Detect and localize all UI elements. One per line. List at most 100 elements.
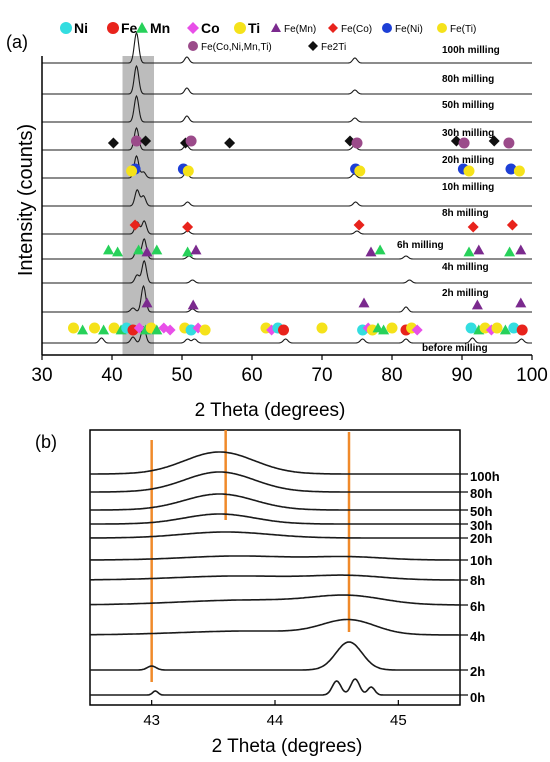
marker-before-milling-32 — [465, 322, 477, 334]
trace-50h-milling — [42, 94, 532, 123]
series-label-b-0h: 0h — [470, 690, 485, 705]
marker-30h-milling-7 — [351, 137, 363, 149]
series-label-b-8h: 8h — [470, 573, 485, 588]
marker-30h-milling-9 — [458, 137, 470, 149]
legend-fe-ni-symbol — [382, 23, 392, 33]
x-tick-label-a-100: 100 — [516, 365, 548, 386]
marker-30h-milling-1 — [107, 137, 119, 149]
series-label-8h-milling: 8h milling — [442, 208, 489, 219]
legend-mn-label: Mn — [150, 20, 170, 36]
series-label-50h-milling: 50h milling — [442, 100, 494, 111]
marker-20h-milling-7 — [463, 165, 475, 177]
x-ticks-b: 43 44 45 — [143, 700, 407, 729]
x-axis-label-a: 2 Theta (degrees) — [195, 400, 346, 421]
x-tick-label-a-90: 90 — [451, 365, 472, 386]
reference-lines-b — [150, 430, 351, 682]
legend-fe-symbol — [107, 22, 119, 34]
series-label-b-2h: 2h — [470, 664, 485, 679]
trace-b-6h — [90, 594, 460, 606]
marker-before-milling-38 — [508, 322, 520, 334]
legend-fe-co-ni-mn-ti-label: Fe(Co,Ni,Mn,Ti) — [201, 42, 272, 53]
trace-b-10h — [90, 555, 460, 561]
marker-20h-milling-5 — [354, 165, 366, 177]
marker-2h-milling-3 — [471, 299, 483, 310]
x-tick-label-a-80: 80 — [381, 365, 402, 386]
marker-before-milling-21 — [278, 324, 289, 336]
trace-100h-milling — [42, 31, 532, 64]
series-label-b-6h: 6h — [470, 599, 485, 614]
trace-10h-milling — [42, 189, 532, 207]
marker-6h-milling-8 — [374, 244, 386, 255]
x-tick-label-a-40: 40 — [101, 365, 122, 386]
marker-6h-milling-7 — [365, 246, 377, 257]
marker-6h-milling-11 — [504, 246, 516, 257]
series-label-b-20h: 20h — [470, 531, 492, 546]
legend-ni-label: Ni — [74, 20, 88, 36]
marker-before-milling-8 — [133, 322, 145, 334]
marker-before-milling-27 — [378, 324, 390, 335]
marker-before-milling-31 — [411, 324, 423, 336]
legend-fe2ti-label: Fe2Ti — [321, 42, 346, 53]
series-label-b-4h: 4h — [470, 629, 485, 644]
legend-fe-mn-label: Fe(Mn) — [284, 24, 316, 35]
legend-fe-ti-symbol — [437, 23, 447, 33]
traces-b — [89, 451, 460, 696]
trace-b-20h — [89, 531, 460, 539]
marker-before-milling-3 — [98, 324, 110, 335]
trace-b-80h — [90, 471, 460, 493]
marker-20h-milling-3 — [182, 165, 194, 177]
legend-a: Ni Fe Mn Co Ti Fe(Mn) Fe(Co) Fe(Ni) Fe(Ti) Fe(Co,… — [60, 20, 476, 53]
series-label-100h-milling: 100h milling — [442, 45, 500, 56]
series-label-b-100h: 100h — [470, 469, 500, 484]
legend-fe-label: Fe — [121, 20, 138, 36]
trace-b-0h — [90, 678, 460, 696]
x-tick-label-a-30: 30 — [31, 365, 52, 386]
marker-20h-milling-1 — [126, 165, 138, 177]
series-label-4h-milling: 4h milling — [442, 262, 489, 273]
marker-before-milling-25 — [366, 324, 378, 336]
legend-co-symbol — [187, 22, 199, 34]
series-label-6h-milling: 6h milling — [397, 240, 444, 251]
marker-before-milling-0 — [68, 322, 79, 334]
marker-before-milling-2 — [89, 322, 100, 334]
traces-a — [42, 31, 532, 344]
x-axis-label-b: 2 Theta (degrees) — [212, 736, 363, 757]
series-label-20h-milling: 20h milling — [442, 155, 494, 166]
marker-8h-milling-0 — [129, 219, 141, 231]
legend-fe-ti-label: Fe(Ti) — [450, 24, 476, 35]
trace-8h-milling — [42, 220, 532, 235]
x-tick-label-a-50: 50 — [171, 365, 192, 386]
marker-6h-milling-2 — [133, 244, 145, 255]
marker-6h-milling-10 — [473, 244, 485, 255]
trace-20h-milling — [42, 155, 532, 179]
marker-30h-milling-10 — [488, 135, 500, 147]
series-label-b-50h: 50h — [470, 504, 492, 519]
trace-80h-milling — [42, 64, 532, 95]
marker-2h-milling-2 — [358, 297, 370, 308]
marker-2h-milling-0 — [141, 297, 153, 308]
marker-30h-milling-2 — [140, 135, 152, 147]
series-label-before-milling: before milling — [422, 343, 488, 354]
series-label-30h-milling: 30h milling — [442, 128, 494, 139]
trace-b-4h — [90, 618, 460, 636]
trace-b-100h — [90, 451, 460, 475]
marker-before-milling-4 — [108, 322, 120, 334]
trace-b-30h — [90, 513, 460, 525]
trace-30h-milling — [42, 126, 532, 151]
marker-before-milling-22 — [316, 322, 328, 334]
marker-before-milling-17 — [199, 324, 211, 336]
marker-8h-milling-3 — [467, 221, 479, 233]
panel-b-label: (b) — [35, 432, 57, 452]
legend-fe-co-symbol — [328, 23, 338, 33]
legend-fe-co-ni-mn-ti-symbol — [188, 41, 198, 51]
trace-before-milling — [42, 326, 532, 344]
marker-6h-milling-1 — [112, 246, 124, 257]
marker-before-milling-28 — [386, 322, 398, 334]
x-tick-label-a-70: 70 — [311, 365, 332, 386]
trace-6h-milling — [42, 237, 532, 260]
series-label-10h-milling: 10h milling — [442, 182, 494, 193]
marker-30h-milling-11 — [503, 137, 515, 149]
marker-20h-milling-9 — [513, 165, 525, 177]
